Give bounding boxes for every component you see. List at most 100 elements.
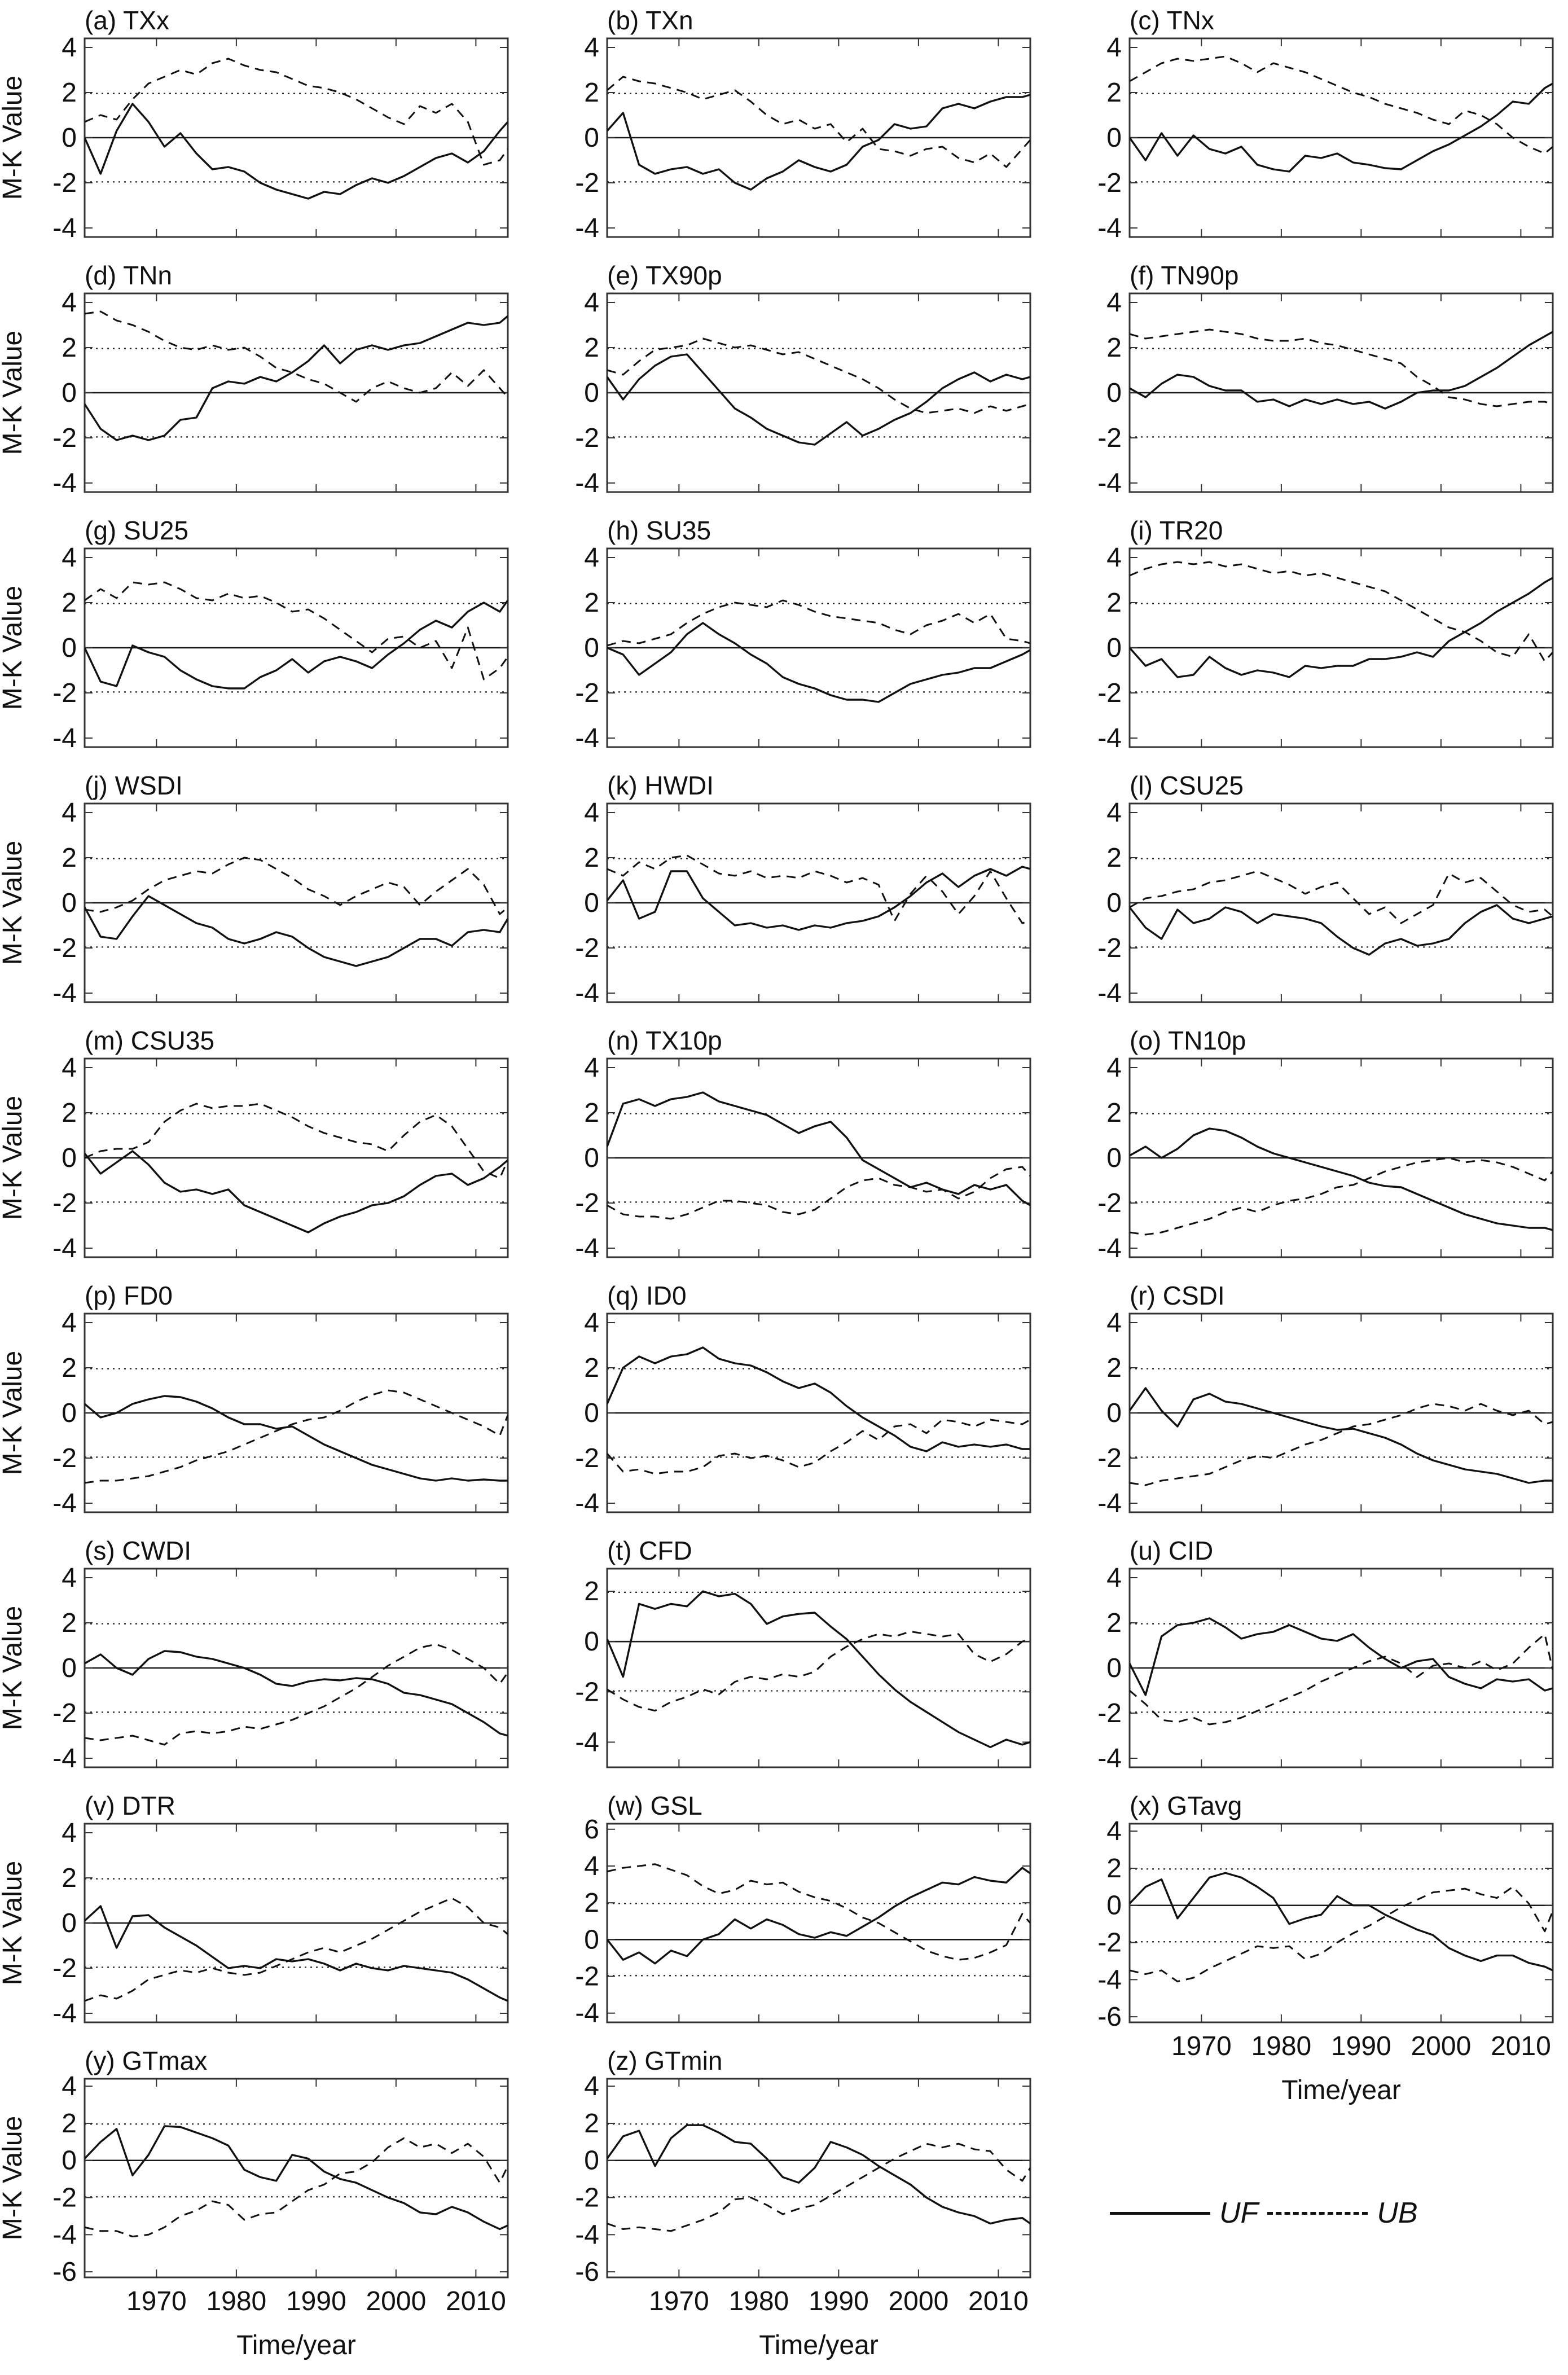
- x-tick-label: 1980: [728, 2286, 789, 2316]
- uf-series-line: [607, 2124, 1030, 2225]
- y-tick-label: -4: [1097, 1965, 1122, 1995]
- ub-series-line: [1130, 1157, 1553, 1236]
- legend-uf-label: UF: [1219, 2197, 1259, 2229]
- x-axis-label: Time/year: [1281, 2075, 1401, 2105]
- ub-series-line: [1130, 870, 1553, 924]
- plot-box: [606, 1568, 1031, 1768]
- panel-title: (q) ID0: [607, 1281, 687, 1310]
- y-tick-label: 0: [584, 1925, 599, 1955]
- chart-e: (e) TX90p 4 2 0 -2 -4: [575, 261, 1031, 498]
- panel-z-gtmin: (z) GTmin 1970 1980 1990 2000 2010 Time/year 4 2…: [522, 2045, 1045, 2360]
- uf-series-line: [85, 1150, 508, 1233]
- y-tick-label: 0: [584, 1398, 599, 1428]
- y-tick-label: -4: [1097, 978, 1122, 1008]
- y-tick-label: 2: [584, 1353, 599, 1383]
- x-tick-label: 2010: [968, 2286, 1029, 2316]
- uf-series-line: [85, 2125, 508, 2231]
- uf-series-line: [607, 866, 1030, 931]
- y-tick-label: -4: [1097, 723, 1122, 753]
- panel-c-tnx: (c) TNx 4 2 0 -2 -4: [1045, 5, 1567, 260]
- y-tick-label: 0: [62, 378, 77, 408]
- ub-series-line: [85, 1897, 508, 2002]
- ub-series-line: [607, 337, 1030, 414]
- y-axis-label: M-K Value: [0, 76, 28, 200]
- ub-series-line: [607, 599, 1030, 647]
- ub-series-line: [85, 2137, 508, 2238]
- y-tick-label: -4: [1097, 1489, 1122, 1518]
- y-tick-label: 0: [584, 1627, 599, 1657]
- panel-q-id0: (q) ID0 4 2 0 -2 -4: [522, 1280, 1045, 1535]
- y-tick-label: 4: [584, 33, 599, 63]
- y-tick-label: 0: [62, 2146, 77, 2176]
- y-tick-label: -4: [1097, 1744, 1122, 1773]
- panel-g-su25: (g) SU25 M-K Value 4 2 0 -2 -4: [0, 515, 522, 770]
- y-tick-label: 4: [62, 798, 77, 828]
- panel-w-gsl: (w) GSL 6 4 2 0 -2 -4: [522, 1790, 1045, 2045]
- y-tick-label: 2: [62, 1098, 77, 1128]
- y-tick-label: -4: [1097, 213, 1122, 243]
- x-tick-label: 2000: [1411, 2031, 1471, 2061]
- y-tick-label: 0: [1106, 1891, 1122, 1921]
- ub-series-line: [607, 76, 1030, 168]
- y-tick-label: 4: [62, 2071, 77, 2101]
- ub-series-line: [607, 1166, 1030, 1220]
- y-tick-label: -4: [575, 1489, 599, 1518]
- panel-d-tnn: (d) TNn M-K Value 4 2 0 -2 -4: [0, 260, 522, 515]
- uf-series-line: [85, 103, 508, 200]
- y-tick-label: -2: [52, 1443, 77, 1473]
- y-axis-label: M-K Value: [0, 1606, 28, 1731]
- y-axis-label: M-K Value: [0, 1861, 28, 1986]
- panel-i-tr20: (i) TR20 4 2 0 -2 -4: [1045, 515, 1567, 770]
- y-tick-label: 2: [1106, 1098, 1122, 1128]
- uf-series-line: [1130, 577, 1553, 678]
- x-tick-label: 2010: [446, 2286, 506, 2316]
- x-tick-label: 2010: [1491, 2031, 1551, 2061]
- y-tick-label: 2: [584, 588, 599, 618]
- x-tick-label: 1990: [1331, 2031, 1391, 2061]
- y-tick-label: 4: [1106, 1563, 1122, 1593]
- y-tick-label: -2: [52, 933, 77, 963]
- y-tick-label: -4: [575, 1233, 599, 1263]
- y-tick-label: 0: [584, 1143, 599, 1173]
- panel-title: (h) SU35: [607, 516, 711, 545]
- y-tick-label: -4: [1097, 1233, 1122, 1263]
- ub-series-line: [1130, 328, 1553, 407]
- chart-u: (u) CID 4 2 0 -2 -4: [1097, 1536, 1554, 1773]
- panel-title: (u) CID: [1130, 1536, 1213, 1565]
- x-tick-label: 2000: [366, 2286, 426, 2316]
- y-tick-label: -2: [575, 2183, 599, 2213]
- y-tick-label: 0: [1106, 1653, 1122, 1683]
- ub-series-line: [1130, 1633, 1553, 1726]
- panel-title: (w) GSL: [607, 1791, 702, 1820]
- y-tick-label: -2: [52, 678, 77, 708]
- panel-f-tn90p: (f) TN90p 4 2 0 -2 -4: [1045, 260, 1567, 515]
- y-tick-label: -2: [52, 423, 77, 453]
- ub-series-line: [1130, 561, 1553, 662]
- y-tick-label: 4: [62, 33, 77, 63]
- y-tick-label: -4: [575, 2220, 599, 2250]
- ub-dashed-line-sample: [1267, 2211, 1368, 2215]
- y-tick-label: 0: [584, 2146, 599, 2176]
- y-tick-label: 0: [1106, 633, 1122, 663]
- y-tick-label: -2: [1097, 678, 1122, 708]
- chart-q: (q) ID0 4 2 0 -2 -4: [575, 1281, 1031, 1518]
- y-tick-label: -2: [575, 423, 599, 453]
- ub-series-line: [607, 854, 1030, 924]
- y-tick-label: 0: [1106, 1143, 1122, 1173]
- ub-series-line: [85, 58, 508, 166]
- panel-x-gtavg: (x) GTavg 1970 1980 1990 2000 2010 Time/year 4 2…: [1045, 1790, 1567, 2105]
- legend-cell: UF UB: [1045, 2045, 1567, 2300]
- plot-box: [606, 1823, 1031, 2023]
- panel-v-dtr: (v) DTR M-K Value 4 2 0 -2 -4: [0, 1790, 522, 2045]
- uf-series-line: [607, 1590, 1030, 1749]
- y-tick-label: -2: [1097, 168, 1122, 198]
- y-tick-label: 4: [584, 798, 599, 828]
- x-axis-label: Time/year: [759, 2330, 879, 2360]
- y-tick-label: -4: [52, 1999, 77, 2029]
- uf-series-line: [85, 1905, 508, 2002]
- y-tick-label: 0: [62, 1908, 77, 1938]
- y-tick-label: -2: [575, 1443, 599, 1473]
- y-tick-label: 0: [584, 378, 599, 408]
- ub-series-line: [607, 1863, 1030, 1961]
- plot-box: [606, 2078, 1031, 2279]
